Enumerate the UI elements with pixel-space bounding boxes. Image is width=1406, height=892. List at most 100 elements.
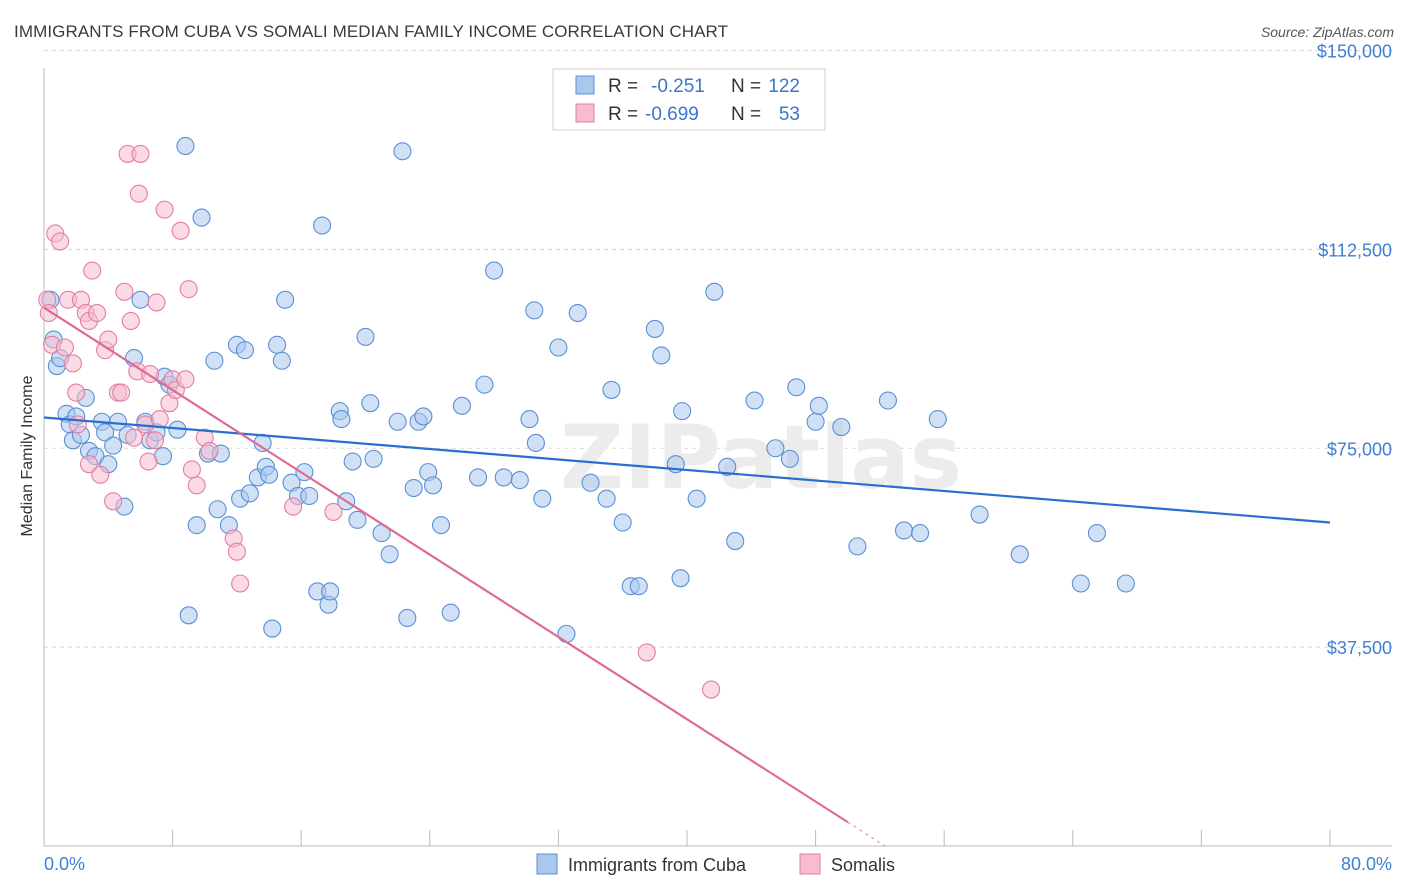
cuba-points (41, 136, 1135, 643)
bottom-legend-label-somali: Somalis (831, 855, 895, 875)
cuba-point (597, 489, 616, 508)
somali-point (51, 232, 70, 251)
somali-point (67, 383, 86, 402)
cuba-point (718, 457, 737, 476)
cuba-point (268, 335, 287, 354)
somali-point (91, 465, 110, 484)
somali-point (227, 542, 246, 561)
somali-point (83, 261, 102, 280)
cuba-point (208, 500, 227, 519)
cuba-point (671, 569, 690, 588)
y-tick-label: $150,000 (1317, 42, 1392, 62)
legend-n-value: 53 (779, 104, 800, 125)
cuba-point (432, 516, 451, 535)
cuba-point (187, 516, 206, 535)
somali-point (200, 441, 219, 460)
cuba-point (364, 449, 383, 468)
somali-trend-line (43, 306, 849, 824)
bottom-legend-swatch-somali (799, 853, 821, 875)
cuba-point (263, 619, 282, 638)
legend-swatch-cuba (575, 75, 595, 95)
cuba-point (726, 532, 745, 551)
cuba-point (313, 216, 332, 235)
cuba-point (361, 394, 380, 413)
somali-point (131, 144, 150, 163)
legend-r-label: R = (608, 76, 638, 97)
y-axis-label: Median Family Income (19, 375, 36, 536)
cuba-point (629, 577, 648, 596)
somali-point (702, 680, 721, 699)
cuba-point (404, 478, 423, 498)
cuba-point (176, 136, 195, 156)
cuba-point (652, 346, 671, 365)
y-tick-labels: $37,500 $75,000 $112,500 $150,000 (1317, 42, 1392, 659)
legend-box (552, 68, 826, 131)
somali-point (63, 354, 82, 373)
legend-r-value: -0.251 (651, 76, 705, 97)
cuba-point (1010, 545, 1029, 564)
somali-point (129, 184, 148, 203)
cuba-point (192, 208, 211, 227)
cuba-point (423, 476, 443, 495)
cuba-point (1087, 524, 1106, 543)
series-legend: Immigrants from Cuba Somalis (536, 853, 895, 875)
cuba-point (179, 606, 198, 625)
cuba-point (276, 290, 295, 309)
cuba-point (581, 473, 600, 492)
somali-point (171, 221, 190, 240)
chart-source: Source: ZipAtlas.com (1260, 24, 1394, 40)
somali-point (121, 311, 140, 331)
cuba-point (602, 380, 621, 399)
legend-n-label: N = (731, 104, 761, 125)
somali-point (231, 574, 250, 593)
cuba-point (380, 545, 399, 564)
cuba-point (1071, 574, 1090, 593)
cuba-point (475, 375, 494, 394)
chart-title: IMMIGRANTS FROM CUBA VS SOMALI MEDIAN FA… (14, 22, 729, 41)
y-tick-label: $37,500 (1327, 638, 1392, 658)
cuba-point (911, 524, 930, 543)
bottom-legend-label-cuba: Immigrants from Cuba (568, 855, 747, 875)
bottom-legend-swatch-cuba (536, 853, 558, 875)
legend-r-label: R = (608, 104, 638, 125)
cuba-point (673, 402, 692, 421)
cuba-point (787, 378, 806, 397)
somali-point (68, 415, 87, 434)
cuba-point (468, 468, 488, 487)
somali-point (324, 502, 343, 521)
legend-n-value: 122 (768, 76, 800, 97)
somali-point (182, 460, 201, 479)
cuba-point (568, 303, 587, 323)
somali-point (150, 410, 169, 429)
somali-point (112, 383, 131, 402)
cuba-point (525, 301, 544, 320)
cuba-point (388, 412, 407, 431)
cuba-point (300, 486, 319, 506)
somali-point (179, 280, 198, 299)
cuba-point (613, 513, 632, 532)
x-tick-label-max: 80.0% (1341, 854, 1392, 874)
somali-point (155, 200, 174, 219)
somali-point (124, 428, 144, 447)
cuba-point (705, 282, 724, 301)
cuba-trend-line (43, 416, 1331, 524)
cuba-point (687, 489, 706, 508)
somali-point (55, 338, 74, 357)
cuba-point (549, 338, 568, 357)
cuba-point (878, 391, 897, 410)
cuba-point (832, 417, 851, 437)
cuba-point (452, 396, 472, 415)
x-tick-label-min: 0.0% (44, 854, 85, 874)
cuba-point (96, 423, 115, 442)
watermark: ZIPatlas (560, 406, 962, 509)
legend-r-value: -0.699 (645, 104, 699, 125)
cuba-point (928, 410, 947, 429)
cuba-point (321, 582, 340, 601)
trend-lines (43, 306, 1331, 847)
legend-swatch-somali (575, 103, 595, 123)
somali-point (104, 492, 123, 511)
somali-point (87, 303, 107, 323)
cuba-point (520, 410, 539, 429)
cuba-point (131, 290, 150, 309)
cuba-point (393, 142, 412, 161)
